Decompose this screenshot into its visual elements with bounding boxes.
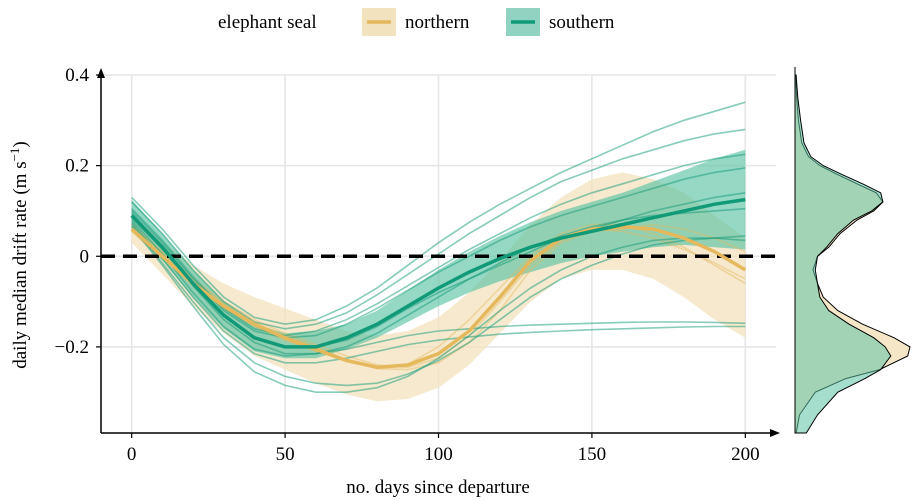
y-axis-title-main: daily median drift rate (m s	[10, 161, 31, 368]
legend-title: elephant seal	[218, 12, 317, 33]
legend-label-northern: northern	[405, 12, 470, 33]
x-tick-label-3: 150	[578, 444, 607, 465]
plot-panel: 0 50 100 150 200 −0.2 0 0.2 0.4	[55, 65, 780, 465]
mean-line-southern	[130, 197, 746, 349]
y-tick-label-2: 0.2	[65, 156, 89, 177]
individual-southern-2	[131, 153, 746, 337]
x-tick-label-2: 100	[424, 444, 453, 465]
y-axis-title-exponent: −1	[7, 148, 22, 162]
y-tick-label-3: 0.4	[65, 65, 89, 86]
y-tick-label-0: −0.2	[55, 337, 89, 358]
x-tick-label-0: 0	[127, 444, 137, 465]
x-axis-ticks: 0 50 100 150 200	[127, 433, 760, 465]
individual-southern-0	[131, 101, 746, 326]
individual-southern-7	[131, 221, 746, 364]
legend-label-southern: southern	[549, 12, 615, 33]
mean-line-northern	[130, 225, 747, 370]
individual-southern-3	[131, 167, 746, 339]
mean-curves	[130, 197, 747, 370]
legend: elephant seal northern southern	[218, 8, 615, 36]
individual-southern-9	[131, 226, 746, 393]
y-tick-label-1: 0	[80, 246, 90, 267]
individual-southern-5	[131, 207, 746, 355]
individual-tracks	[131, 101, 746, 393]
x-tick-label-4: 200	[731, 444, 760, 465]
x-axis-arrow	[770, 429, 780, 437]
axes	[97, 68, 780, 437]
density-southern	[794, 74, 892, 434]
y-axis-title-close: )	[10, 141, 31, 147]
individual-southern-8	[131, 224, 746, 387]
individual-northern-1	[131, 223, 746, 371]
x-tick-label-1: 50	[276, 444, 295, 465]
individual-southern-6	[131, 219, 746, 357]
density-panel	[794, 67, 911, 434]
band-southern	[131, 149, 746, 359]
y-axis-ticks: −0.2 0 0.2 0.4	[55, 65, 101, 358]
y-axis-arrow	[97, 68, 105, 78]
individual-southern-1	[131, 128, 746, 330]
y-axis-title: daily median drift rate (m s−1)	[7, 141, 31, 369]
x-axis-title: no. days since departure	[346, 477, 530, 498]
